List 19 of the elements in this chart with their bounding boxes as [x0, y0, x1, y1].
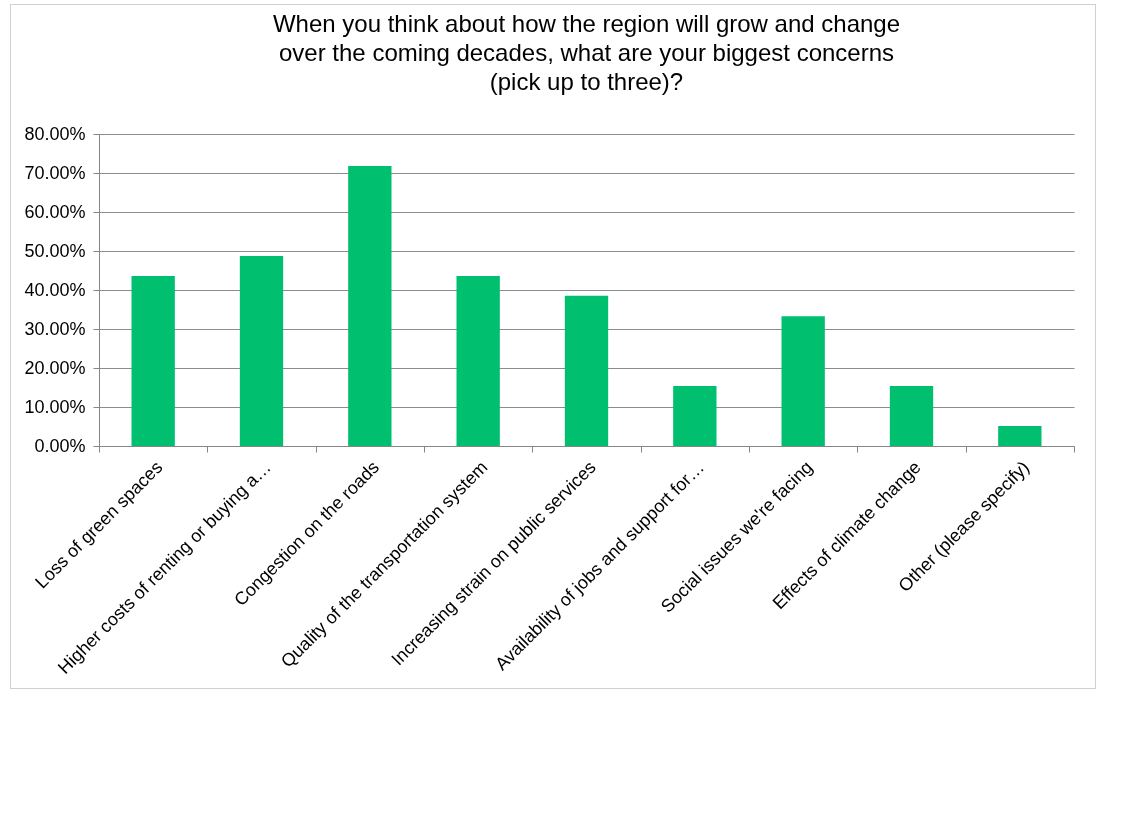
y-tick-label: 50.00%: [24, 240, 86, 261]
y-tick-label: 40.00%: [24, 279, 86, 300]
y-tick-label: 60.00%: [24, 201, 86, 222]
bar: [456, 275, 500, 446]
y-tick-label: 20.00%: [24, 357, 86, 378]
y-tick-label: 70.00%: [24, 162, 86, 183]
bar: [673, 385, 717, 446]
bar: [781, 316, 825, 446]
bar: [348, 165, 392, 446]
bar: [998, 426, 1042, 446]
bar: [564, 295, 609, 446]
y-tick-label: 10.00%: [24, 396, 86, 417]
y-tick-label: 0.00%: [34, 435, 86, 456]
bar: [131, 275, 175, 446]
chart-title: When you think about how the region will grow and change over the coming decades, what are your biggest concerns (pick up to three)?: [272, 10, 901, 95]
y-tick-label: 80.00%: [24, 123, 86, 144]
bar: [889, 385, 934, 446]
bar: [239, 256, 284, 446]
y-tick-label: 30.00%: [24, 318, 86, 339]
